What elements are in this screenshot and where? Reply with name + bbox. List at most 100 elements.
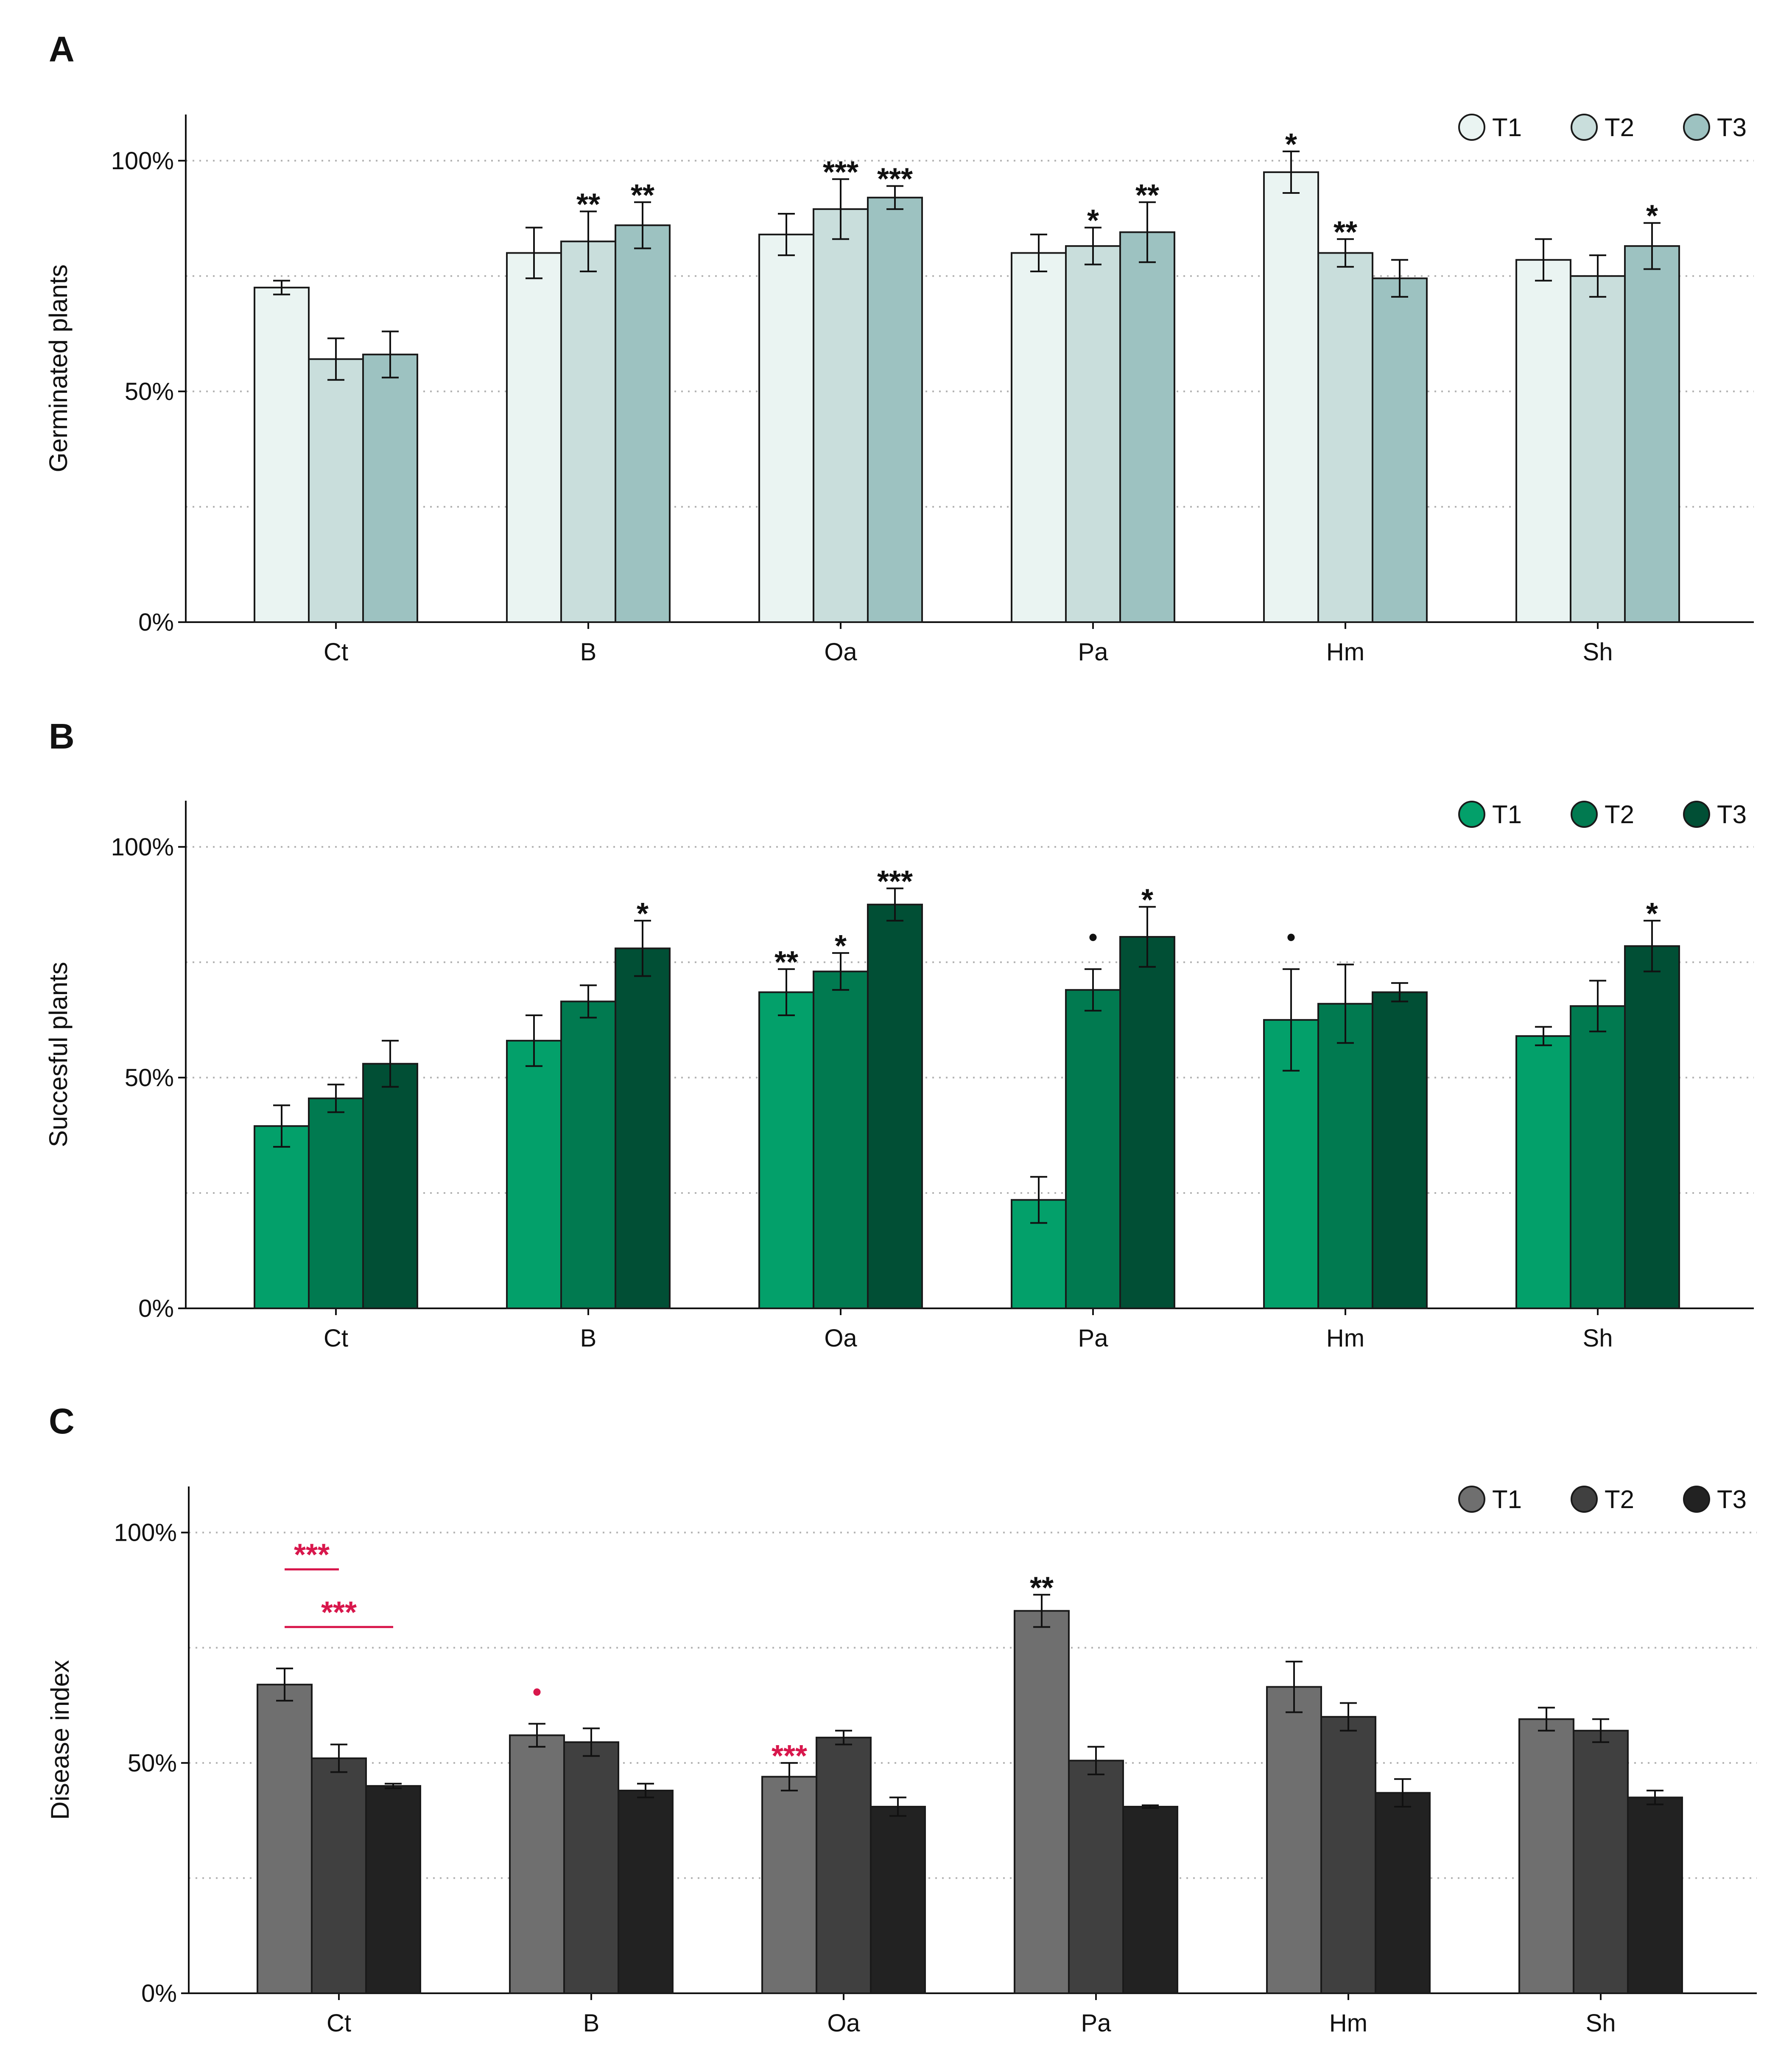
bar: [1518, 1718, 1574, 1994]
legend-swatch: [1571, 1486, 1598, 1513]
y-tick-label: 0%: [141, 1980, 177, 2007]
significance-label: ***: [823, 155, 858, 189]
panel-letter: C: [49, 1401, 75, 1441]
significance-label: *: [1646, 897, 1658, 931]
legend-label: T3: [1717, 800, 1747, 829]
x-tick-label: Hm: [1326, 638, 1364, 666]
significance-label: **: [1135, 179, 1159, 212]
bracket-label: ***: [321, 1595, 357, 1629]
significance-label: **: [774, 945, 798, 979]
legend-label: T1: [1492, 113, 1522, 142]
bar: [1011, 252, 1067, 623]
bar: [1570, 1005, 1626, 1310]
bar: [365, 1785, 421, 1994]
significance-label: •: [1088, 923, 1097, 951]
legend-label: T1: [1492, 1485, 1522, 1514]
legend-swatch: [1683, 801, 1710, 828]
legend-label: T2: [1605, 800, 1634, 829]
bar: [1573, 1729, 1629, 1994]
x-tick-label: Sh: [1583, 638, 1613, 666]
y-tick-label: 50%: [125, 1064, 174, 1092]
bar: [615, 224, 671, 623]
bar: [1372, 277, 1428, 623]
y-tick-label: 0%: [138, 1295, 174, 1322]
x-tick-label: Oa: [824, 638, 857, 666]
significance-label: *: [637, 897, 649, 931]
bar: [308, 1097, 364, 1309]
panel-letter: B: [49, 716, 75, 756]
legend-label: T1: [1492, 800, 1522, 829]
bracket-label: ***: [294, 1538, 330, 1572]
legend-swatch: [1571, 801, 1598, 828]
bar: [257, 1684, 313, 1995]
bar: [1263, 171, 1319, 623]
x-tick-label: Sh: [1586, 2009, 1616, 2037]
panel-letter: A: [49, 29, 75, 69]
legend-label: T2: [1605, 1485, 1634, 1514]
bar: [816, 1737, 872, 1995]
bar: [761, 1776, 817, 1995]
x-tick-label: Pa: [1081, 2009, 1112, 2037]
legend-swatch: [1683, 114, 1710, 141]
significance-label: *: [1087, 204, 1099, 238]
bar: [1515, 259, 1571, 623]
significance-label: *: [835, 929, 847, 963]
bar: [560, 240, 616, 623]
x-tick-label: B: [580, 638, 597, 666]
legend-swatch: [1683, 1486, 1710, 1513]
legend-swatch: [1571, 114, 1598, 141]
bar: [362, 1063, 418, 1310]
x-tick-label: B: [580, 1324, 597, 1352]
bar: [1624, 945, 1680, 1310]
y-tick-label: 100%: [114, 1519, 177, 1547]
bar: [1065, 245, 1121, 623]
bar: [1627, 1796, 1683, 1994]
y-tick-label: 0%: [138, 609, 174, 636]
x-tick-label: Hm: [1326, 1324, 1364, 1352]
legend-label: T3: [1717, 113, 1747, 142]
y-tick-label: 100%: [111, 147, 174, 175]
bar: [618, 1790, 674, 1994]
bar: [867, 196, 923, 623]
bar: [813, 208, 869, 623]
bar: [506, 252, 562, 623]
y-tick-label: 50%: [125, 378, 174, 405]
significance-label: *: [1646, 199, 1658, 233]
significance-label: **: [1030, 1571, 1054, 1605]
bar: [1317, 252, 1373, 623]
bar: [1320, 1716, 1376, 1995]
bar: [758, 991, 814, 1309]
significance-label: **: [576, 188, 600, 222]
x-tick-label: Sh: [1583, 1324, 1613, 1352]
significance-label: •: [532, 1677, 541, 1706]
significance-label: *: [1141, 883, 1153, 917]
bar: [308, 358, 364, 623]
x-tick-label: Pa: [1078, 1324, 1109, 1352]
significance-label: *: [1285, 128, 1297, 162]
bar: [1372, 991, 1428, 1309]
bar: [1266, 1686, 1322, 1994]
bar: [1624, 245, 1680, 623]
y-tick-label: 50%: [128, 1749, 177, 1777]
y-axis-title: Succesful plants: [44, 962, 73, 1147]
y-axis-title: Germinated plants: [44, 264, 73, 472]
bar: [813, 970, 869, 1309]
x-tick-label: Pa: [1078, 638, 1109, 666]
y-axis-title: Disease index: [46, 1660, 74, 1820]
bar: [1014, 1610, 1070, 1994]
legend-label: T3: [1717, 1485, 1747, 1514]
bar: [1570, 275, 1626, 623]
bar: [867, 903, 923, 1309]
legend-swatch: [1458, 1486, 1485, 1513]
x-tick-label: Ct: [324, 1324, 348, 1352]
bar: [1317, 1003, 1373, 1310]
x-tick-label: B: [583, 2009, 600, 2037]
bar: [615, 947, 671, 1310]
bar: [560, 1000, 616, 1310]
significance-label: **: [631, 179, 654, 212]
x-tick-label: Oa: [824, 1324, 857, 1352]
bar: [1375, 1792, 1431, 1994]
